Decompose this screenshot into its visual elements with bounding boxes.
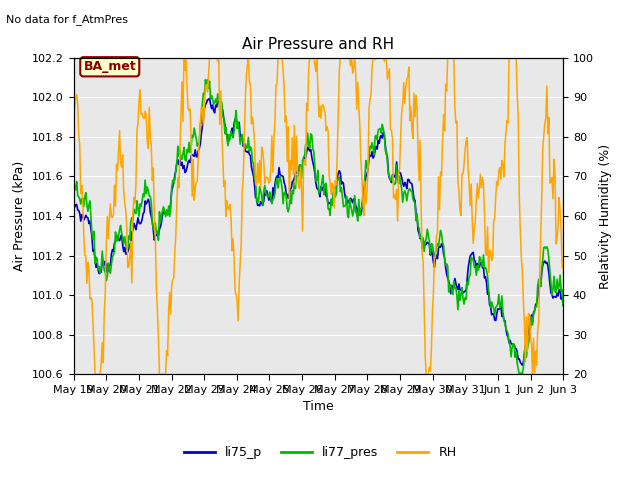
Title: Air Pressure and RH: Air Pressure and RH (243, 37, 394, 52)
Text: BA_met: BA_met (83, 60, 136, 73)
Y-axis label: Relativity Humidity (%): Relativity Humidity (%) (600, 144, 612, 288)
Legend: li75_p, li77_pres, RH: li75_p, li77_pres, RH (179, 441, 461, 464)
Y-axis label: Air Pressure (kPa): Air Pressure (kPa) (13, 161, 26, 271)
X-axis label: Time: Time (303, 400, 334, 413)
Text: No data for f_AtmPres: No data for f_AtmPres (6, 14, 129, 25)
